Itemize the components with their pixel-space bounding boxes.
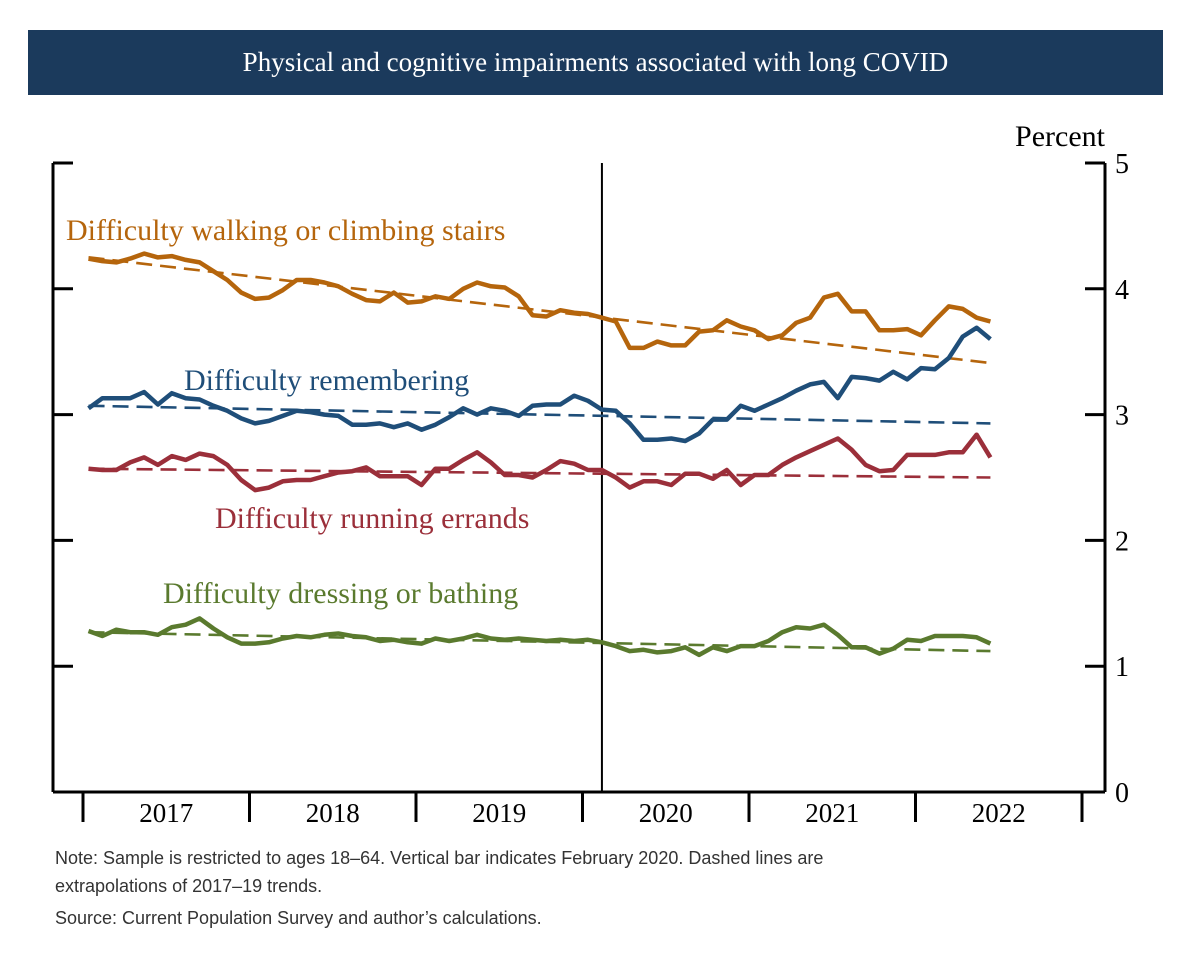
x-tick-label: 2021 (805, 798, 859, 828)
series-label: Difficulty walking or climbing stairs (66, 214, 505, 247)
note-line-1: Note: Sample is restricted to ages 18–64… (55, 848, 824, 868)
y-tick-label: 3 (1115, 401, 1129, 432)
trend-line (88, 256, 991, 365)
trend-line (88, 630, 991, 653)
y-axis-label: Percent (1015, 120, 1106, 153)
note-line-2: extrapolations of 2017–19 trends. (55, 876, 323, 896)
y-tick-label: 1 (1115, 652, 1129, 683)
series-line (88, 251, 991, 351)
series-label: Difficulty remembering (184, 364, 469, 397)
y-tick-label: 4 (1115, 275, 1129, 306)
x-tick-label: 2020 (639, 798, 693, 828)
series-line (87, 616, 992, 658)
source-line: Source: Current Population Survey and au… (55, 908, 542, 928)
series-label: Difficulty running errands (215, 502, 529, 535)
trend-line (88, 467, 991, 479)
line-chart: 0 1 2 3 4 5 Percent 2017 2018 2019 2020 2021 2022 Dif… (51, 120, 1129, 828)
trend-line (88, 404, 991, 425)
y-tick-label: 2 (1115, 526, 1129, 557)
series-line (88, 432, 993, 493)
y-tick-label: 0 (1115, 778, 1129, 809)
y-tick-label: 5 (1115, 149, 1129, 180)
x-tick-label: 2019 (472, 798, 526, 828)
series-line (87, 325, 992, 444)
series-label: Difficulty dressing or bathing (163, 577, 518, 610)
x-tick-label: 2017 (139, 798, 193, 828)
chart-title: Physical and cognitive impairments assoc… (28, 30, 1163, 95)
x-tick-label: 2022 (972, 798, 1026, 828)
x-tick-label: 2018 (306, 798, 360, 828)
